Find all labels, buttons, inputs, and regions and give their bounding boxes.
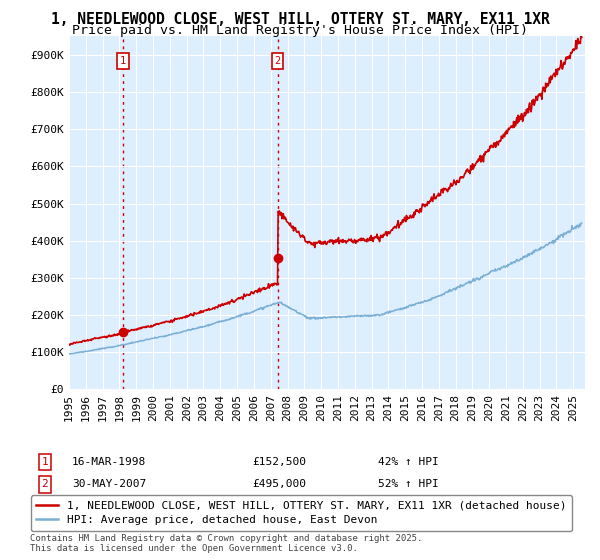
Text: 30-MAY-2007: 30-MAY-2007 [72,479,146,489]
Text: £152,500: £152,500 [252,457,306,467]
Text: Contains HM Land Registry data © Crown copyright and database right 2025.
This d: Contains HM Land Registry data © Crown c… [30,534,422,553]
Text: 1, NEEDLEWOOD CLOSE, WEST HILL, OTTERY ST. MARY, EX11 1XR: 1, NEEDLEWOOD CLOSE, WEST HILL, OTTERY S… [50,12,550,27]
Legend: 1, NEEDLEWOOD CLOSE, WEST HILL, OTTERY ST. MARY, EX11 1XR (detached house), HPI:: 1, NEEDLEWOOD CLOSE, WEST HILL, OTTERY S… [31,495,572,531]
Text: Price paid vs. HM Land Registry's House Price Index (HPI): Price paid vs. HM Land Registry's House … [72,24,528,36]
Text: 42% ↑ HPI: 42% ↑ HPI [378,457,439,467]
Text: 16-MAR-1998: 16-MAR-1998 [72,457,146,467]
Text: 2: 2 [41,479,49,489]
Text: 1: 1 [41,457,49,467]
Text: £495,000: £495,000 [252,479,306,489]
Text: 2: 2 [275,56,281,66]
Text: 1: 1 [120,56,126,66]
Text: 52% ↑ HPI: 52% ↑ HPI [378,479,439,489]
